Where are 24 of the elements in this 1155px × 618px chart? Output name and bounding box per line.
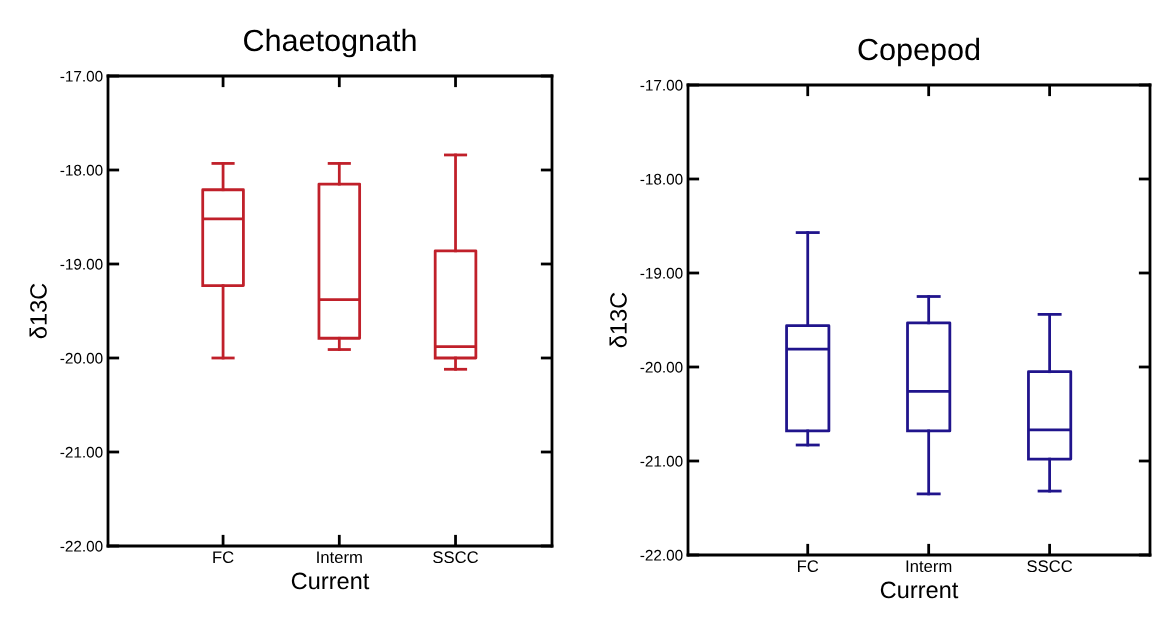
chart-title: Chaetognath [244,28,416,58]
y-tick-label: -21.00 [60,446,103,458]
x-tick-label: FC [213,551,234,564]
x-tick-label: FC [797,560,819,573]
y-tick-label: -17.00 [60,70,103,82]
y-tick-label: -20.00 [60,352,103,364]
y-tick-label: -18.00 [640,173,683,185]
y-tick-label: -18.00 [60,164,103,176]
x-tick-label: SSCC [433,551,479,564]
y-tick-label: -21.00 [640,455,683,467]
x-tick-label: SSCC [1027,560,1073,573]
x-tick-label: Interm [906,560,952,573]
y-axis-title: δ13C [609,292,627,348]
y-axis-title: δ13C [29,283,47,339]
y-tick-label: -19.00 [640,267,683,279]
y-tick-label: -19.00 [60,258,103,270]
y-tick-label: -17.00 [640,79,683,91]
x-axis-title: Current [880,581,959,599]
x-axis-title: Current [291,572,370,590]
chart-title: Copepod [858,37,980,67]
x-tick-label: Interm [317,551,362,564]
y-tick-label: -22.00 [60,540,103,552]
y-tick-label: -22.00 [640,549,683,561]
y-tick-label: -20.00 [640,361,683,373]
